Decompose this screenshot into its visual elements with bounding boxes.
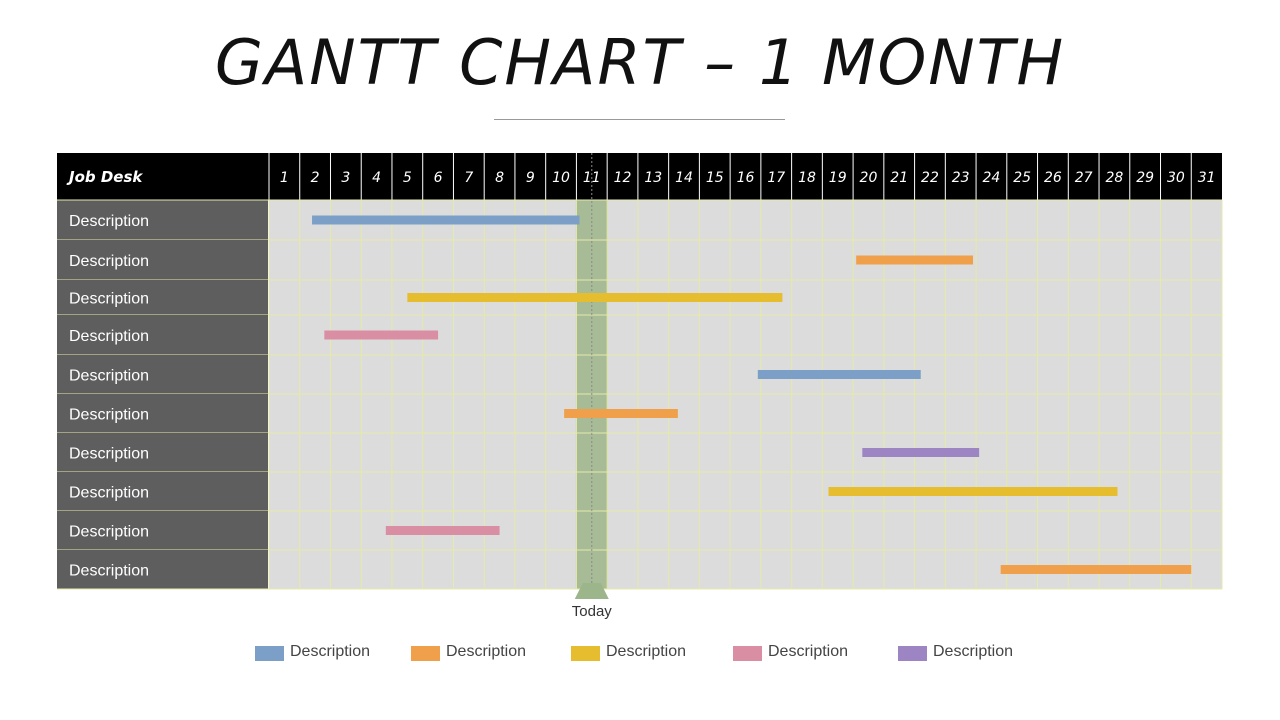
row-label-bg	[57, 511, 268, 550]
day-label: 20	[860, 170, 878, 186]
row-label-bg	[57, 550, 268, 589]
chart-title: GANTT CHART – 1 MONTH	[214, 26, 1066, 99]
day-label: 16	[737, 170, 755, 186]
gantt-bar	[324, 330, 439, 340]
row-label-bg	[57, 240, 268, 280]
day-label: 30	[1167, 170, 1185, 186]
gantt-bar	[856, 255, 973, 265]
legend-label: Description	[606, 643, 687, 660]
day-label: 31	[1198, 170, 1216, 186]
day-label: 4	[372, 170, 381, 186]
title-divider	[494, 119, 785, 120]
row-label: Description	[69, 328, 149, 345]
legend-label: Description	[290, 643, 371, 660]
day-label: 28	[1105, 170, 1123, 186]
legend: Description Description Description Descrip…	[0, 641, 1280, 665]
day-label: 5	[403, 170, 412, 186]
today-marker	[574, 583, 609, 599]
row-label-bg	[57, 355, 268, 394]
gantt-bar	[564, 409, 678, 418]
row-label-bg	[57, 200, 268, 240]
row-label: Description	[69, 407, 149, 424]
day-label: 23	[952, 170, 970, 186]
day-label: 6	[434, 170, 443, 186]
day-label: 7	[464, 170, 473, 186]
row-label-bg	[57, 472, 268, 511]
row-label: Description	[69, 485, 149, 502]
legend-swatch	[571, 646, 600, 661]
day-label: 27	[1075, 170, 1093, 186]
today-label: Today	[572, 603, 613, 620]
day-label: 14	[675, 170, 693, 186]
header-bar	[57, 153, 1222, 200]
day-label: 25	[1013, 170, 1031, 186]
row-label: Description	[69, 253, 149, 270]
day-label: 1	[280, 170, 289, 186]
gantt-bar	[828, 487, 1118, 496]
day-label: 18	[798, 170, 816, 186]
legend-label: Description	[768, 643, 849, 660]
day-label: 10	[552, 170, 570, 186]
day-label: 22	[921, 170, 939, 186]
day-label: 2	[311, 170, 320, 186]
gantt-bar	[862, 448, 980, 457]
legend-swatch	[255, 646, 284, 661]
day-label: 17	[767, 170, 785, 186]
day-label: 15	[706, 170, 724, 186]
gantt-bar	[385, 526, 500, 535]
day-label: 29	[1136, 170, 1154, 186]
day-label: 8	[495, 170, 504, 186]
row-label: Description	[69, 524, 149, 541]
row-label-bg	[57, 315, 268, 355]
day-label: 9	[526, 170, 535, 186]
row-label: Description	[69, 446, 149, 463]
gantt-bar	[407, 293, 783, 302]
day-label: 19	[829, 170, 847, 186]
row-label-bg	[57, 394, 268, 433]
legend-label: Description	[933, 643, 1014, 660]
day-label: 24	[983, 170, 1001, 186]
gantt-bar	[757, 370, 921, 379]
gantt-bar	[312, 215, 580, 225]
legend-swatch	[411, 646, 440, 661]
row-label-bg	[57, 280, 268, 315]
legend-swatch	[898, 646, 927, 661]
legend-swatch	[733, 646, 762, 661]
row-label: Description	[69, 291, 149, 308]
day-label: 12	[614, 170, 632, 186]
row-label: Description	[69, 213, 149, 230]
row-label-bg	[57, 433, 268, 472]
day-label: 13	[644, 170, 662, 186]
gantt-bar	[1000, 565, 1192, 574]
header-job-desk: Job Desk	[66, 168, 143, 186]
row-label: Description	[69, 563, 149, 580]
legend-label: Description	[446, 643, 527, 660]
row-label: Description	[69, 368, 149, 385]
day-label: 26	[1044, 170, 1062, 186]
day-label: 21	[890, 170, 908, 186]
day-label: 3	[341, 170, 350, 186]
